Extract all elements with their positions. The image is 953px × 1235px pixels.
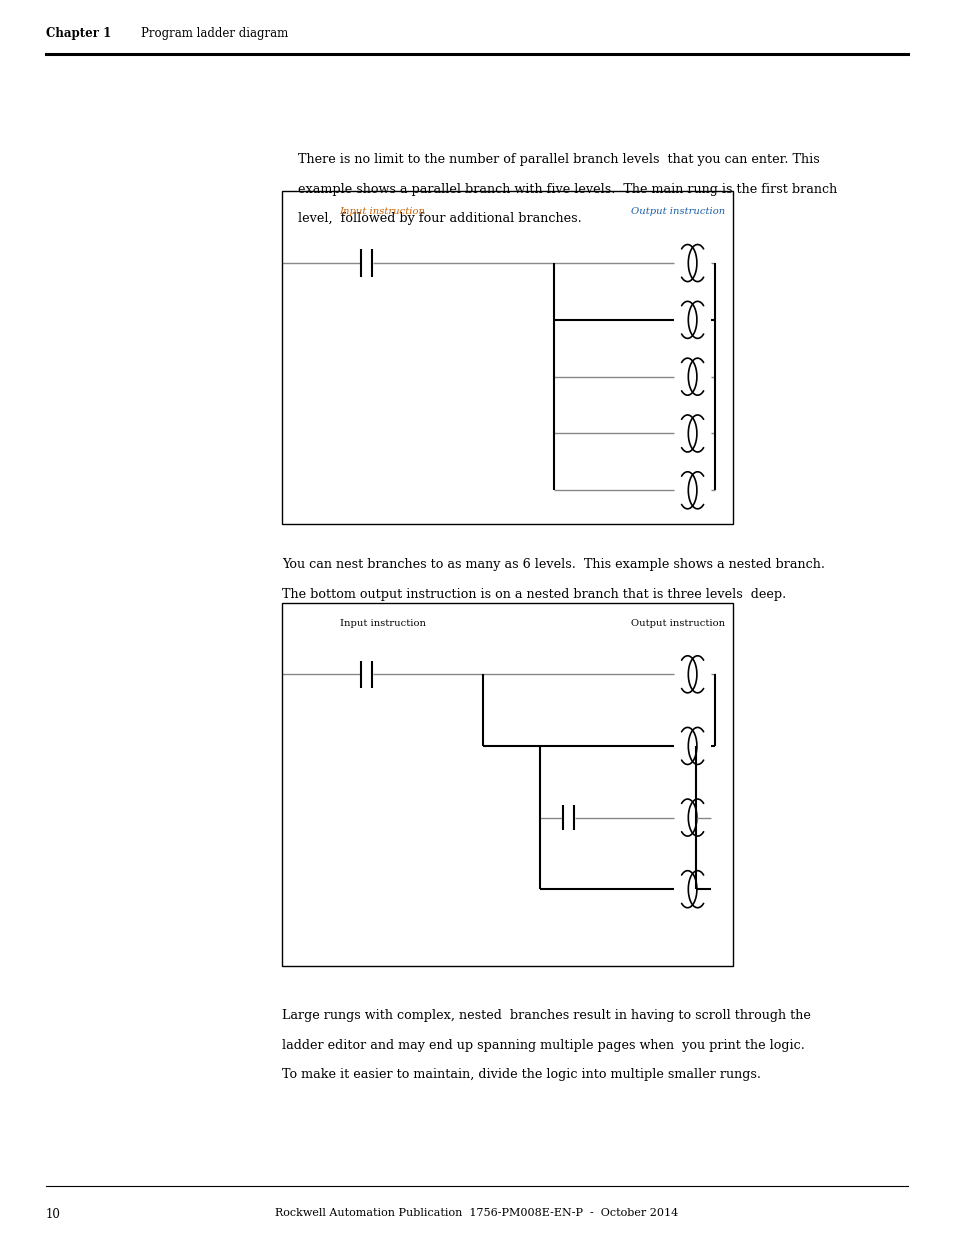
Text: example shows a parallel branch with five levels.  The main rung is the first br: example shows a parallel branch with fiv… <box>297 183 836 196</box>
Bar <box>282 603 732 966</box>
Text: level,  followed by four additional branches.: level, followed by four additional branc… <box>297 212 580 226</box>
Text: To make it easier to maintain, divide the logic into multiple smaller rungs.: To make it easier to maintain, divide th… <box>282 1068 760 1082</box>
Text: Program ladder diagram: Program ladder diagram <box>141 27 288 41</box>
Text: Chapter 1: Chapter 1 <box>46 27 111 41</box>
Text: ladder editor and may end up spanning multiple pages when  you print the logic.: ladder editor and may end up spanning mu… <box>282 1039 804 1052</box>
Text: There is no limit to the number of parallel branch levels  that you can enter. T: There is no limit to the number of paral… <box>297 153 819 167</box>
Text: Output instruction: Output instruction <box>630 619 724 627</box>
Text: Large rungs with complex, nested  branches result in having to scroll through th: Large rungs with complex, nested branche… <box>282 1009 810 1023</box>
Bar <box>282 191 732 524</box>
Text: Input instruction: Input instruction <box>339 619 425 627</box>
Text: The bottom output instruction is on a nested branch that is three levels  deep.: The bottom output instruction is on a ne… <box>282 588 786 601</box>
Text: You can nest branches to as many as 6 levels.  This example shows a nested branc: You can nest branches to as many as 6 le… <box>282 558 824 572</box>
Text: Input instruction: Input instruction <box>339 207 425 216</box>
Text: 10: 10 <box>46 1208 61 1221</box>
Text: Rockwell Automation Publication  1756-PM008E-EN-P  -  October 2014: Rockwell Automation Publication 1756-PM0… <box>275 1208 678 1218</box>
Text: Output instruction: Output instruction <box>630 207 724 216</box>
